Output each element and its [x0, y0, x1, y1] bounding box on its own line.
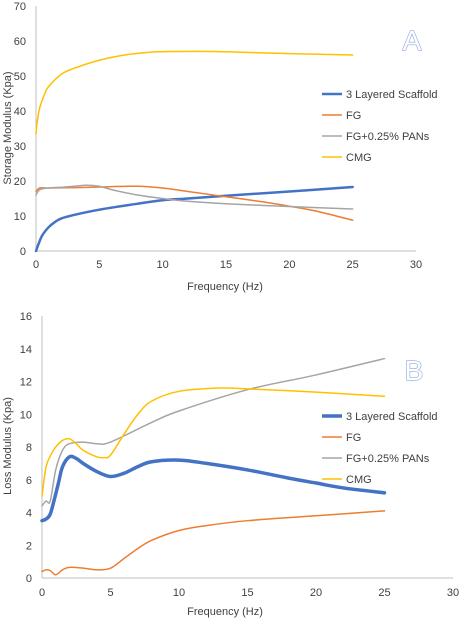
- panel-label-a: A: [403, 25, 422, 56]
- y-tick-label: 16: [20, 311, 32, 323]
- series-line-fg-0-25-pans: [35, 184, 354, 210]
- y-tick-label: 10: [14, 211, 26, 223]
- series-layer-b: [40, 357, 387, 576]
- x-tick-label: 15: [241, 587, 253, 599]
- x-tick-label: 20: [283, 259, 295, 271]
- legend-a: 3 Layered Scaffold FG FG+0.25% PANs CMG: [322, 89, 438, 164]
- series-line-cmg: [41, 387, 386, 497]
- y-tick-label: 0: [20, 246, 26, 258]
- series-line-3-layered-scaffold: [40, 454, 387, 523]
- x-axis-title-b: Frequency (Hz): [187, 606, 263, 618]
- y-tick-label: 20: [14, 176, 26, 188]
- x-tick-label: 15: [220, 259, 232, 271]
- legend-label: FG: [346, 432, 361, 444]
- x-tick-label: 10: [173, 587, 185, 599]
- y-tick-label: 2: [26, 540, 32, 552]
- y-tick-label: 6: [26, 475, 32, 487]
- x-tick-label: 20: [310, 587, 322, 599]
- legend-label: 3 Layered Scaffold: [346, 411, 438, 423]
- y-tick-label: 4: [26, 508, 32, 520]
- legend-label: FG: [346, 110, 361, 122]
- axes-b: 0 5 10 15 20 25 30 0 2 4 6 8 10 12 14 16: [20, 311, 459, 599]
- legend-label: 3 Layered Scaffold: [346, 89, 438, 101]
- series-layer-a: [34, 50, 354, 253]
- axes-a: 0 5 10 15 20 25 30 0 10 20 30 40 50 60 70: [14, 1, 422, 271]
- y-axis-title-a: Storage Modulus (Kpa): [2, 71, 14, 184]
- series-line-fg: [41, 510, 386, 576]
- y-tick-label: 70: [14, 1, 26, 13]
- y-tick-label: 8: [26, 442, 32, 454]
- chart-storage-modulus: A 0 5 10 15 20 25 30 0 10 20 30 40 50 60 70 3 Layered …: [2, 1, 438, 293]
- y-tick-label: 14: [20, 344, 32, 356]
- x-tick-label: 25: [347, 259, 359, 271]
- x-axis-title-a: Frequency (Hz): [187, 281, 263, 293]
- y-tick-label: 0: [26, 573, 32, 585]
- series-line-cmg: [35, 50, 354, 135]
- series-line-3-layered-scaffold: [34, 185, 354, 253]
- x-tick-label: 10: [157, 259, 169, 271]
- y-axis-title-b: Loss Modulus (Kpa): [2, 397, 14, 495]
- x-tick-label: 30: [447, 587, 459, 599]
- legend-b: 3 Layered Scaffold FG FG+0.25% PANs CMG: [322, 411, 438, 486]
- legend-label: CMG: [346, 474, 372, 486]
- chart-loss-modulus: B 0 5 10 15 20 25 30 0 2 4 6 8 10 12 14 16 3 Layered Sc…: [2, 311, 459, 618]
- y-tick-label: 40: [14, 106, 26, 118]
- x-tick-label: 30: [410, 259, 422, 271]
- panel-label-b: B: [405, 355, 424, 386]
- y-tick-label: 50: [14, 71, 26, 83]
- x-tick-label: 5: [107, 587, 113, 599]
- x-tick-label: 25: [378, 587, 390, 599]
- y-tick-label: 60: [14, 36, 26, 48]
- legend-label: CMG: [346, 152, 372, 164]
- y-tick-label: 10: [20, 409, 32, 421]
- legend-label: FG+0.25% PANs: [346, 453, 430, 465]
- legend-label: FG+0.25% PANs: [346, 131, 430, 143]
- series-line-fg-0-25-pans: [41, 357, 386, 507]
- y-tick-label: 30: [14, 141, 26, 153]
- y-tick-label: 12: [20, 377, 32, 389]
- x-tick-label: 5: [96, 259, 102, 271]
- x-tick-label: 0: [33, 259, 39, 271]
- x-tick-label: 0: [39, 587, 45, 599]
